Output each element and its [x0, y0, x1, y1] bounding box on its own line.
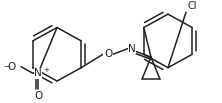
- Text: O: O: [8, 62, 16, 72]
- Text: N: N: [34, 68, 42, 78]
- Text: −: −: [3, 62, 10, 71]
- Text: +: +: [43, 67, 49, 73]
- Text: O: O: [104, 49, 112, 59]
- Text: N: N: [128, 44, 136, 54]
- Text: O: O: [34, 91, 42, 101]
- Text: Cl: Cl: [187, 1, 196, 11]
